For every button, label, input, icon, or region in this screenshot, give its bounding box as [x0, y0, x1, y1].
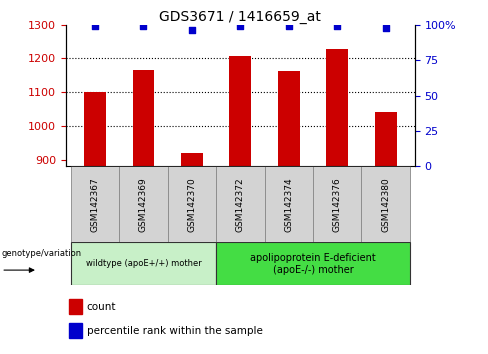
Text: GSM142372: GSM142372 — [236, 177, 245, 232]
Point — [285, 23, 293, 29]
Text: genotype/variation: genotype/variation — [1, 249, 81, 258]
Text: GSM142376: GSM142376 — [333, 177, 342, 232]
Bar — [278, 71, 300, 166]
Point — [333, 23, 341, 29]
Point — [91, 23, 99, 29]
Bar — [71, 242, 216, 285]
Bar — [69, 324, 81, 338]
Text: GSM142369: GSM142369 — [139, 177, 148, 232]
Text: GSM142370: GSM142370 — [187, 177, 196, 232]
Text: apolipoprotein E-deficient
(apoE-/-) mother: apolipoprotein E-deficient (apoE-/-) mot… — [250, 253, 376, 275]
Bar — [229, 56, 251, 166]
Bar — [69, 299, 81, 314]
Bar — [181, 153, 203, 166]
Text: count: count — [87, 302, 116, 312]
Bar — [264, 166, 313, 242]
Bar — [71, 166, 119, 242]
Bar — [133, 70, 154, 166]
Bar — [313, 166, 362, 242]
Text: GSM142374: GSM142374 — [285, 177, 293, 232]
Point — [188, 28, 196, 33]
Text: GSM142367: GSM142367 — [90, 177, 100, 232]
Bar — [326, 49, 348, 166]
Bar — [119, 166, 168, 242]
Bar — [375, 113, 397, 166]
Bar — [84, 92, 106, 166]
Bar — [362, 166, 410, 242]
Bar — [168, 166, 216, 242]
Bar — [216, 166, 264, 242]
Bar — [216, 242, 410, 285]
Point — [237, 23, 244, 29]
Title: GDS3671 / 1416659_at: GDS3671 / 1416659_at — [160, 10, 321, 24]
Text: wildtype (apoE+/+) mother: wildtype (apoE+/+) mother — [85, 259, 201, 268]
Text: GSM142380: GSM142380 — [381, 177, 390, 232]
Text: percentile rank within the sample: percentile rank within the sample — [87, 326, 263, 336]
Point — [140, 23, 147, 29]
Point — [382, 25, 389, 30]
